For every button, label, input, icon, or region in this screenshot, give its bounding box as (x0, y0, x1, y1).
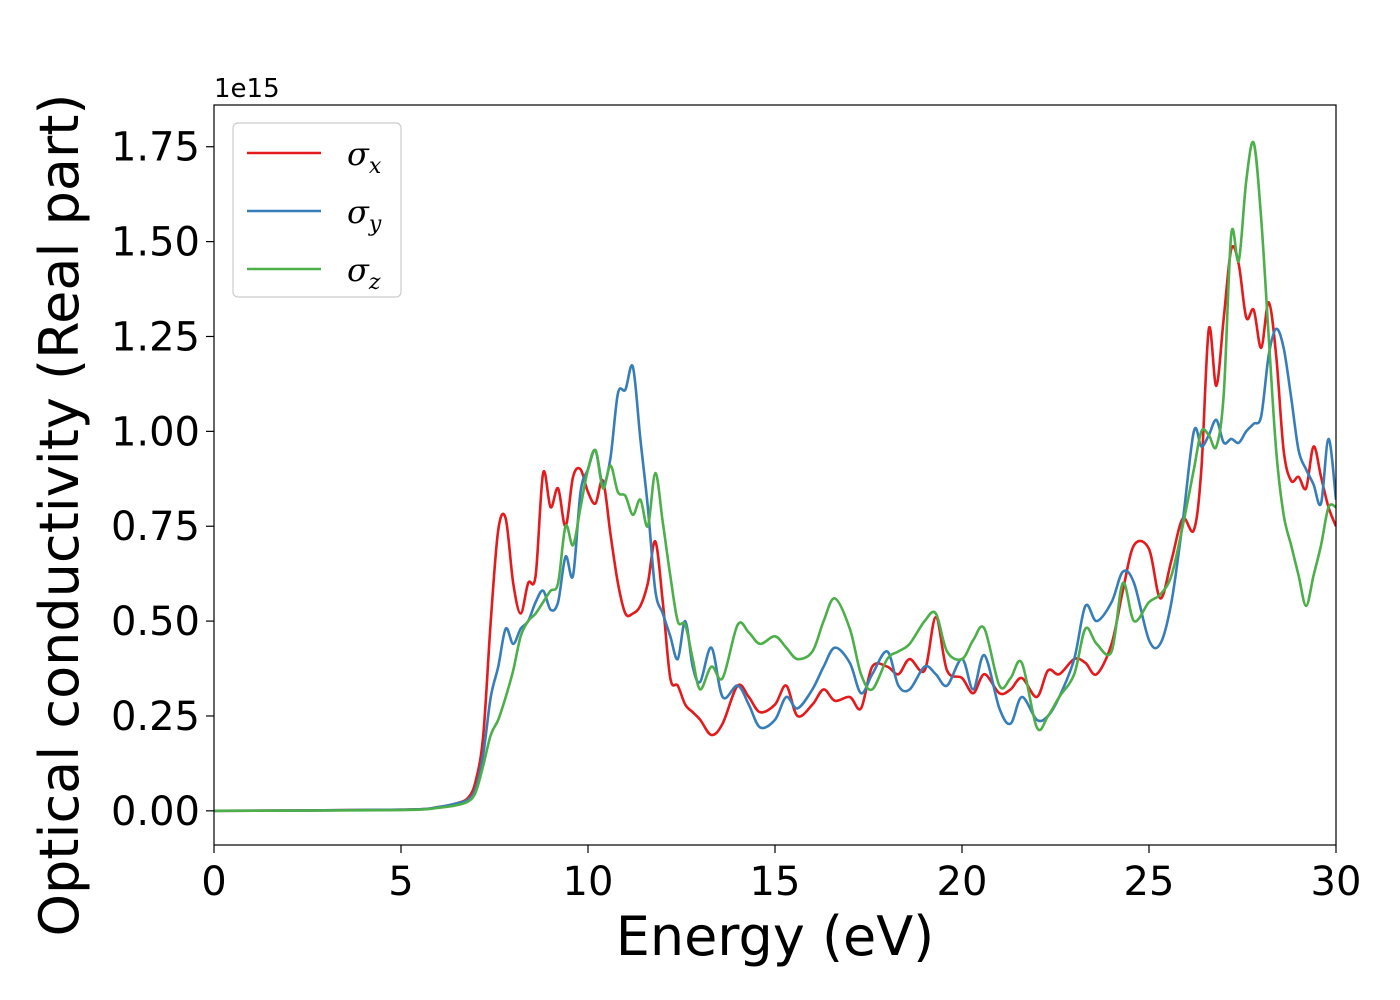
x-tick-label: 0 (201, 859, 226, 905)
legend-entry-sigma-x: σx (347, 135, 382, 179)
x-tick-label: 20 (937, 859, 988, 905)
x-tick-label: 5 (388, 859, 413, 905)
legend-entry-sigma-z: σz (347, 251, 381, 295)
legend-entry-sigma-y: σy (347, 193, 382, 237)
x-tick-label: 25 (1124, 859, 1175, 905)
series-layer (214, 140, 1336, 813)
x-axis: 0 5 10 15 20 25 30 (201, 845, 1361, 905)
series-line-sigma-z (214, 140, 1336, 813)
y-tick-label: 0.25 (111, 694, 200, 740)
series-line-sigma-x (214, 244, 1336, 813)
y-axis: 0.00 0.25 0.50 0.75 1.00 1.25 1.50 1.75 (111, 125, 214, 835)
x-tick-label: 10 (563, 859, 614, 905)
y-axis-label: Optical conductivity (Real part) (28, 94, 91, 937)
y-tick-label: 1.00 (111, 409, 200, 455)
x-tick-label: 15 (750, 859, 801, 905)
y-tick-label: 0.00 (111, 789, 200, 835)
legend: σx σy σz (232, 122, 402, 298)
y-offset-label: 1e15 (214, 74, 280, 104)
y-tick-label: 1.75 (111, 125, 200, 171)
x-axis-label: Energy (eV) (616, 905, 935, 968)
series-line-sigma-y (214, 327, 1336, 813)
y-tick-label: 0.50 (111, 599, 200, 645)
y-tick-label: 1.50 (111, 220, 200, 266)
y-tick-label: 1.25 (111, 314, 200, 360)
x-tick-label: 30 (1311, 859, 1362, 905)
y-tick-label: 0.75 (111, 504, 200, 550)
